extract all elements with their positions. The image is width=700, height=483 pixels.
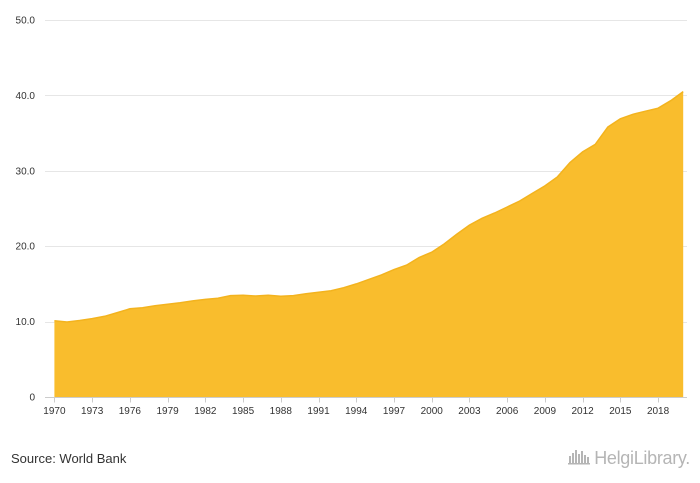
x-tick-label: 1988 xyxy=(270,406,293,417)
brand-name: HelgiLibrary. xyxy=(594,448,690,468)
y-tick-label: 40.0 xyxy=(16,91,36,102)
x-tick-label: 1973 xyxy=(81,406,104,417)
x-tick-label: 2006 xyxy=(496,406,519,417)
y-tick-label: 30.0 xyxy=(16,166,36,177)
y-tick-label: 20.0 xyxy=(16,242,36,253)
area-fill xyxy=(54,91,684,397)
y-tick-label: 0 xyxy=(29,393,35,404)
area-series xyxy=(54,90,684,397)
brand-logo: HelgiLibrary. xyxy=(568,447,690,470)
x-tick-label: 2015 xyxy=(609,406,632,417)
x-tick-label: 2009 xyxy=(534,406,557,417)
x-tick-label: 1970 xyxy=(43,406,66,417)
x-tick-label: 2012 xyxy=(571,406,594,417)
city-skyline-icon xyxy=(568,447,591,470)
x-tick-label: 1982 xyxy=(194,406,217,417)
x-tick-label: 2000 xyxy=(421,406,444,417)
y-axis-ticks: 0 10.0 20.0 30.0 40.0 50.0 xyxy=(16,16,36,404)
source-note: Source: World Bank xyxy=(11,451,127,466)
y-tick-label: 50.0 xyxy=(16,16,36,27)
x-tick-label: 2018 xyxy=(647,406,670,417)
x-tick-label: 1985 xyxy=(232,406,255,417)
x-tick-label: 1997 xyxy=(383,406,406,417)
area-line xyxy=(54,90,684,323)
x-tick-label: 1979 xyxy=(156,406,179,417)
x-tick-label: 2003 xyxy=(458,406,481,417)
x-tick-label: 1976 xyxy=(119,406,142,417)
x-tick-label: 1994 xyxy=(345,406,368,417)
x-tick-label: 1991 xyxy=(307,406,330,417)
x-axis-ticks: 1970 1973 1976 1979 1982 1985 1988 1991 1994 1997… xyxy=(43,397,670,417)
y-tick-label: 10.0 xyxy=(16,317,36,328)
